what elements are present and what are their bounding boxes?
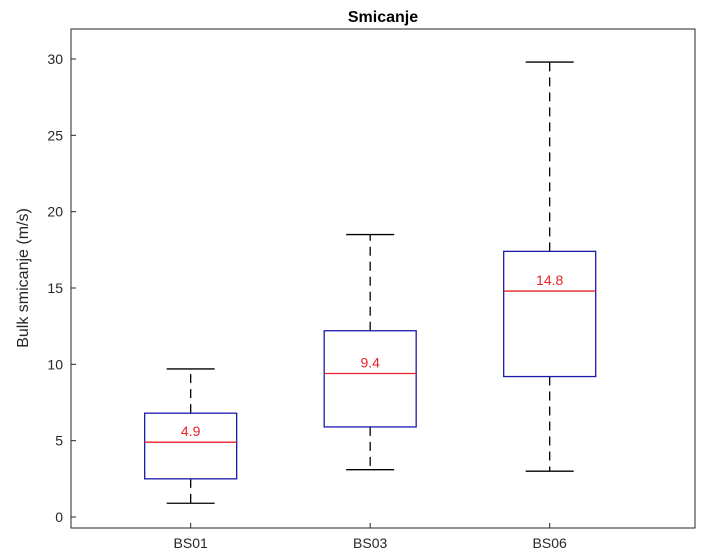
chart-title: Smicanje bbox=[348, 9, 418, 26]
y-tick-label: 0 bbox=[55, 509, 63, 525]
plot-area bbox=[70, 28, 696, 529]
x-tick-label: BS03 bbox=[353, 535, 387, 551]
box-bs01: 4.9 bbox=[144, 368, 238, 504]
median-label: 4.9 bbox=[181, 423, 201, 439]
median-label: 9.4 bbox=[360, 354, 380, 370]
x-tick-label: BS06 bbox=[533, 535, 567, 551]
interquartile-box bbox=[323, 330, 417, 428]
y-tick-label: 30 bbox=[47, 51, 63, 67]
y-tick-label: 5 bbox=[55, 433, 63, 449]
x-axis: BS01 BS03 BS06 bbox=[174, 523, 567, 551]
box-bs03: 9.4 bbox=[323, 233, 417, 471]
y-axis: 0 5 10 15 20 25 30 bbox=[47, 51, 76, 525]
y-tick-label: 15 bbox=[47, 280, 63, 296]
boxes: 4.9 9.4 14.8 bbox=[144, 61, 597, 504]
y-tick-label: 25 bbox=[47, 127, 63, 143]
y-tick-label: 20 bbox=[47, 204, 63, 220]
box-bs06: 14.8 bbox=[503, 61, 597, 472]
interquartile-box bbox=[144, 412, 238, 480]
interquartile-box bbox=[503, 250, 597, 378]
y-axis-label: Bulk smicanje (m/s) bbox=[15, 208, 32, 348]
y-tick-label: 10 bbox=[47, 356, 63, 372]
median-label: 14.8 bbox=[536, 272, 563, 288]
x-tick-label: BS01 bbox=[174, 535, 208, 551]
